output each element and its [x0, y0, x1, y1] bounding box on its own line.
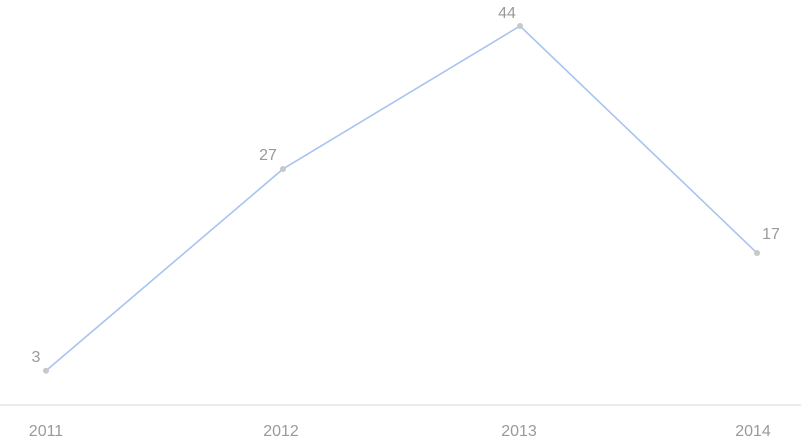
x-tick-label-2011: 2011: [29, 423, 64, 440]
x-axis-ticks: 2011 2012 2013 2014: [29, 423, 771, 440]
x-tick-label-2014: 2014: [735, 423, 771, 440]
x-tick-label-2013: 2013: [501, 423, 537, 440]
data-labels: 3 27 44 17: [32, 5, 780, 366]
x-tick-label-2012: 2012: [263, 423, 299, 440]
series-line: [45, 24, 758, 372]
data-label-2012: 27: [259, 147, 277, 164]
data-label-2013: 44: [498, 5, 516, 22]
data-point-2013: [517, 23, 523, 29]
data-point-2011: [43, 367, 49, 374]
data-point-2012: [280, 165, 286, 172]
data-point-2014: [754, 250, 760, 257]
data-label-2011: 3: [32, 349, 41, 366]
data-points: [43, 23, 760, 374]
data-label-2014: 17: [762, 226, 780, 243]
